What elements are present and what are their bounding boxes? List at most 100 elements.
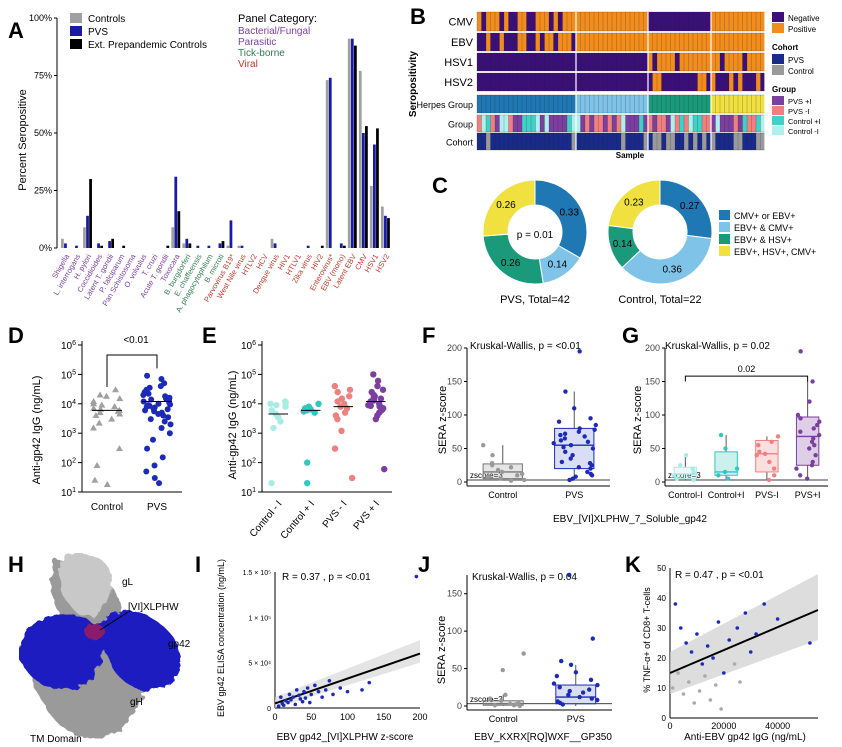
panel-b-cell bbox=[746, 52, 752, 72]
panel-i-point bbox=[360, 688, 364, 692]
panel-b-row-label: Group bbox=[448, 120, 473, 130]
panel-b-cell bbox=[499, 94, 505, 114]
panel-a-bar bbox=[369, 185, 373, 248]
box-point bbox=[568, 456, 573, 461]
panel-b-cell bbox=[755, 52, 761, 72]
gl-surface bbox=[58, 553, 112, 617]
box-point bbox=[771, 466, 777, 471]
panel-b-cell bbox=[521, 52, 527, 72]
gp42-right-surface bbox=[95, 611, 181, 691]
panel-b-cell bbox=[728, 32, 734, 52]
box-point bbox=[807, 399, 812, 404]
panel-b-cell bbox=[526, 32, 532, 52]
panel-e-point bbox=[348, 474, 356, 482]
legend-negative-swatch bbox=[772, 12, 784, 22]
panel-b-cell bbox=[481, 94, 487, 114]
box-point bbox=[767, 459, 772, 465]
panel-d-point-pvs bbox=[145, 390, 152, 397]
panel-b-cell bbox=[733, 32, 739, 52]
panel-d-point-control bbox=[112, 386, 120, 393]
panel-d-point-control bbox=[95, 419, 103, 426]
box-point bbox=[577, 694, 582, 700]
panel-d-point-control bbox=[90, 400, 98, 407]
panel-b-cell bbox=[566, 94, 572, 114]
box-point bbox=[587, 687, 592, 692]
panel-b-cell bbox=[557, 94, 563, 114]
panel-i-ytick-label: 1 × 10⁵ bbox=[248, 615, 271, 622]
donut-slice bbox=[482, 179, 536, 237]
panel-a-bar bbox=[237, 245, 241, 248]
panel-b-cell bbox=[593, 32, 599, 52]
panel-d-point-pvs bbox=[151, 474, 158, 481]
panel-b-cell bbox=[490, 72, 496, 92]
panel-b-cell bbox=[611, 72, 617, 92]
panel-a-bar bbox=[229, 220, 233, 248]
box-point bbox=[772, 473, 777, 478]
panel-b-cell bbox=[674, 11, 680, 32]
panel-b-cell bbox=[575, 94, 581, 114]
panel-b-cell bbox=[557, 114, 563, 133]
panel-b-cell bbox=[701, 94, 707, 114]
log-category-label: PVS + I bbox=[352, 499, 382, 532]
panel-e-point bbox=[338, 427, 345, 435]
panel-b-cell bbox=[616, 94, 622, 114]
box-point bbox=[734, 466, 740, 471]
panel-d-point-control bbox=[116, 395, 124, 402]
panel-a-bar bbox=[387, 218, 390, 248]
panel-b-cell bbox=[602, 132, 608, 151]
panel-b-cell bbox=[476, 72, 482, 92]
panel-b-cell bbox=[494, 94, 500, 114]
panel-d-point-pvs bbox=[160, 412, 167, 419]
box-point bbox=[582, 434, 587, 439]
panel-d-point-pvs bbox=[165, 414, 172, 421]
box-point bbox=[589, 696, 594, 701]
box-point bbox=[683, 453, 689, 458]
panel-b-cell bbox=[719, 132, 725, 151]
panel-b-cell bbox=[517, 72, 523, 92]
panel-b-cell bbox=[692, 11, 698, 32]
legend-c-swatch-3 bbox=[719, 234, 730, 244]
log-ytick-label: 103 bbox=[61, 428, 76, 440]
panel-b-cell bbox=[490, 94, 496, 114]
panel-b-cell bbox=[751, 11, 757, 32]
box-ytick-label: 100 bbox=[645, 410, 660, 420]
panel-e-point bbox=[268, 479, 275, 487]
panel-b-cell bbox=[733, 132, 739, 151]
panel-b-cell bbox=[715, 11, 721, 32]
panel-b-cell bbox=[679, 94, 685, 114]
panel-b-cell bbox=[530, 32, 536, 52]
panel-b-cell bbox=[589, 114, 595, 133]
box-point bbox=[562, 431, 568, 436]
panel-k-ytick-label: 20 bbox=[657, 654, 666, 663]
panel-b-cell bbox=[535, 94, 541, 114]
panel-b-cell bbox=[499, 72, 505, 92]
panel-d-point-control bbox=[90, 424, 98, 431]
panel-b-cell bbox=[503, 132, 509, 151]
box-point bbox=[814, 422, 820, 428]
panel-d-point-pvs bbox=[161, 418, 168, 425]
panel-b-cell bbox=[553, 132, 559, 151]
panel-k-point bbox=[735, 626, 740, 630]
panel-a-ytick-label: 0% bbox=[39, 243, 52, 253]
panel-b-cell bbox=[652, 132, 658, 151]
donut-slice-label: 0.14 bbox=[548, 260, 568, 271]
panel-b-cell bbox=[697, 32, 703, 52]
box-ytick-label: 100 bbox=[447, 410, 462, 420]
box-point bbox=[805, 476, 810, 481]
box-point bbox=[588, 466, 593, 471]
panel-d-point-control bbox=[92, 411, 100, 418]
panel-b-cell bbox=[724, 114, 730, 133]
panel-b-cell bbox=[593, 132, 599, 151]
panel-b-heatmap: Seropositivity Sample Negative Positive … bbox=[408, 11, 821, 160]
panel-b-cell bbox=[580, 132, 586, 151]
panel-b-cell bbox=[598, 32, 604, 52]
panel-e-point bbox=[370, 371, 377, 378]
box-point bbox=[589, 463, 594, 468]
legend-group-pvs-plus-swatch bbox=[772, 96, 784, 105]
panel-b-cell bbox=[742, 72, 748, 92]
panel-a-bar bbox=[177, 211, 181, 248]
panel-b-cell bbox=[688, 94, 694, 114]
box-point bbox=[554, 673, 560, 679]
panel-label-e: E bbox=[202, 323, 217, 348]
legend-c-swatch-1 bbox=[719, 210, 730, 220]
